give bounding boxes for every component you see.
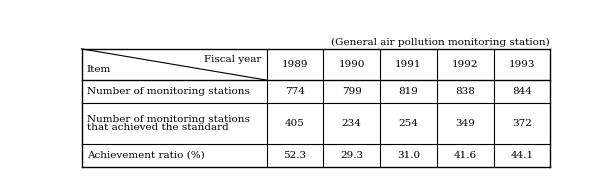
Text: 838: 838 <box>455 87 475 96</box>
Text: 254: 254 <box>398 119 418 128</box>
Text: 405: 405 <box>285 119 305 128</box>
Text: Fiscal year: Fiscal year <box>204 55 261 64</box>
Text: 1990: 1990 <box>338 60 365 69</box>
Text: 819: 819 <box>398 87 418 96</box>
Text: 844: 844 <box>512 87 532 96</box>
Text: 1992: 1992 <box>452 60 478 69</box>
Text: 31.0: 31.0 <box>397 151 420 160</box>
Text: 52.3: 52.3 <box>284 151 306 160</box>
Text: 234: 234 <box>342 119 362 128</box>
Text: that achieved the standard: that achieved the standard <box>87 123 229 132</box>
Text: 29.3: 29.3 <box>340 151 363 160</box>
Text: 774: 774 <box>285 87 305 96</box>
Text: 372: 372 <box>512 119 532 128</box>
Text: 1991: 1991 <box>395 60 422 69</box>
Text: 1993: 1993 <box>508 60 535 69</box>
Text: (General air pollution monitoring station): (General air pollution monitoring statio… <box>332 38 550 47</box>
Text: Item: Item <box>86 65 111 74</box>
Text: 799: 799 <box>342 87 362 96</box>
Text: 41.6: 41.6 <box>454 151 476 160</box>
Text: Number of monitoring stations: Number of monitoring stations <box>87 87 250 96</box>
Text: 44.1: 44.1 <box>510 151 534 160</box>
Text: Achievement ratio (%): Achievement ratio (%) <box>87 151 205 160</box>
Text: Number of monitoring stations: Number of monitoring stations <box>87 115 250 124</box>
Text: 1989: 1989 <box>282 60 308 69</box>
Text: 349: 349 <box>455 119 475 128</box>
